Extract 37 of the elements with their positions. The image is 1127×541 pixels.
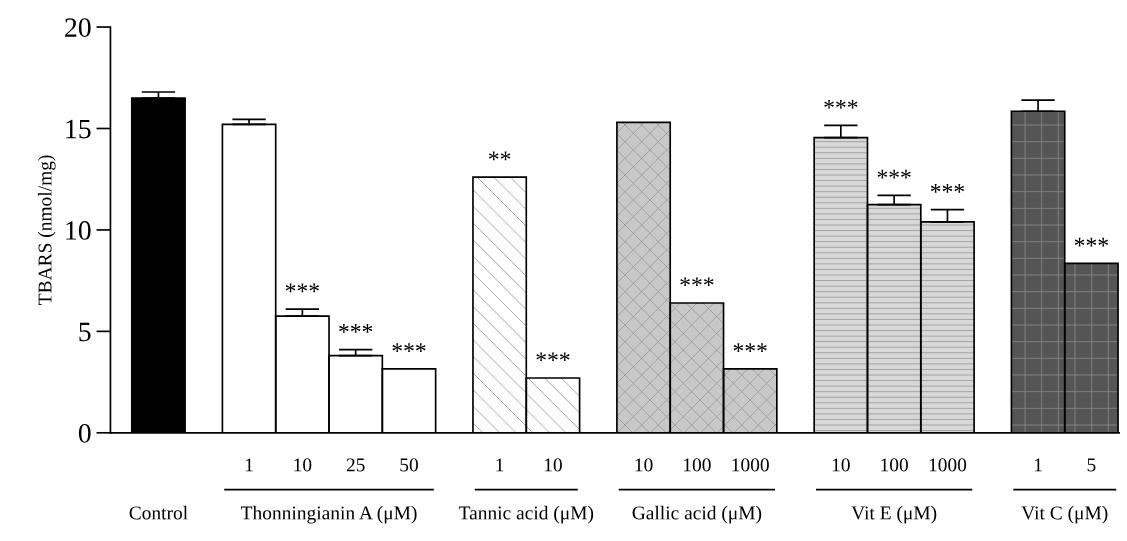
data-label: ***	[733, 343, 767, 352]
data-label: ***	[877, 169, 911, 179]
x-tick-label: 1	[245, 458, 253, 472]
x-tick-label: 1000	[929, 458, 967, 472]
data-label: ***	[930, 184, 965, 193]
x-tick-label: 25	[346, 458, 365, 472]
data-label: ***	[536, 352, 570, 362]
data-label: ***	[339, 324, 373, 333]
data-label: ***	[392, 343, 426, 352]
x-tick-label: 1	[496, 458, 504, 472]
data-label: ***	[680, 277, 714, 287]
text: Gallic acid (μM)	[632, 505, 762, 524]
x-tick-label: 10	[294, 458, 312, 472]
y-tick-label: 5	[79, 322, 91, 342]
text: Control	[129, 505, 188, 520]
y-tick-label: 10	[66, 221, 91, 240]
x-tick-label: 1000	[732, 458, 769, 472]
x-tick-label: 50	[400, 458, 418, 472]
data-label: ***	[285, 283, 319, 293]
data-label: ***	[1074, 237, 1108, 247]
x-tick-label: 10	[635, 458, 653, 472]
data-label: ***	[824, 99, 858, 109]
x-tick-label: 10	[544, 458, 562, 472]
x-tick-label: 1	[1034, 458, 1042, 472]
y-tick-label: 15	[66, 119, 91, 139]
text: Vit C (μM)	[1021, 505, 1108, 524]
y-axis-title: TBARS (nmol/mg)	[37, 155, 56, 305]
y-tick-label: 0	[78, 423, 91, 443]
x-tick-label: 100	[684, 458, 711, 472]
y-tick-label: 20	[65, 18, 91, 37]
data-label: **	[488, 151, 511, 161]
x-tick-label: 5	[1087, 458, 1096, 472]
x-tick-label: 100	[881, 458, 908, 472]
x-tick-label: 10	[832, 458, 850, 472]
text: Vit E (μM)	[851, 505, 937, 524]
text: Tannic acid (μM)	[458, 505, 594, 524]
text: Thonningianin A (μM)	[240, 505, 417, 524]
